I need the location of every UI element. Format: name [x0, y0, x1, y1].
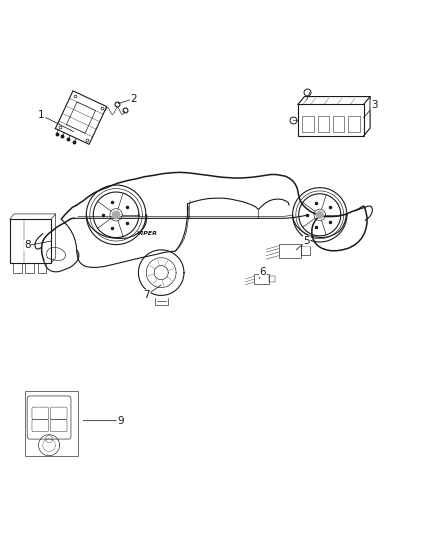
- Bar: [298, 104, 364, 136]
- Bar: [25, 263, 34, 273]
- Text: 6: 6: [259, 266, 266, 277]
- Bar: [254, 274, 269, 284]
- Bar: [25, 391, 78, 456]
- Circle shape: [316, 212, 323, 218]
- Text: 7: 7: [143, 290, 150, 300]
- Bar: [318, 116, 329, 132]
- Bar: [333, 116, 344, 132]
- Bar: [10, 219, 51, 263]
- Bar: [279, 244, 301, 258]
- Bar: [301, 246, 310, 255]
- Bar: [269, 276, 275, 282]
- Text: 8: 8: [24, 240, 31, 251]
- Text: 9: 9: [117, 416, 124, 426]
- Text: 1: 1: [38, 110, 45, 120]
- Bar: [13, 263, 22, 273]
- Text: VIPER: VIPER: [136, 231, 157, 236]
- Bar: [302, 116, 314, 132]
- Bar: [348, 116, 360, 132]
- Circle shape: [113, 211, 120, 219]
- Text: 5: 5: [303, 236, 310, 246]
- Bar: [38, 263, 46, 273]
- Text: 2: 2: [130, 94, 137, 104]
- Text: 3: 3: [371, 100, 378, 110]
